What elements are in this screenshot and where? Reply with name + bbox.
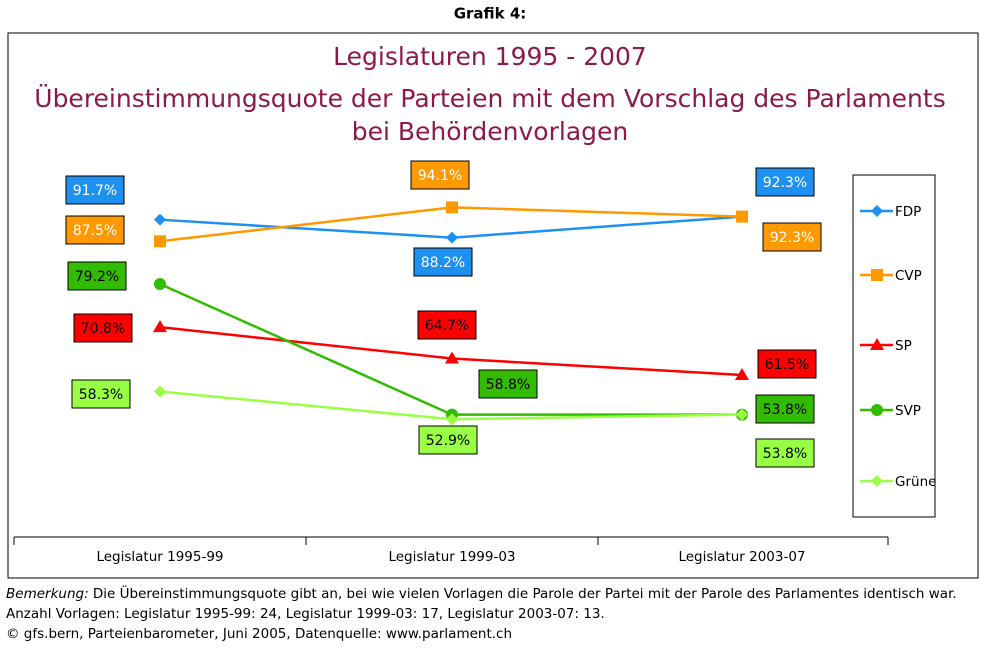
x-tick-label: Legislatur 2003-07 (678, 549, 805, 565)
data-label: 58.3% (79, 387, 123, 403)
chart-frame (7, 32, 979, 579)
legend-marker (871, 205, 883, 217)
data-label: 58.8% (486, 377, 530, 393)
series-line (159, 282, 742, 416)
data-label-box (410, 160, 470, 190)
point (154, 277, 166, 290)
point (735, 368, 749, 380)
legend-label: CVP (895, 268, 922, 284)
legend-marker (871, 475, 883, 487)
data-label: 70.8% (81, 321, 125, 337)
x-tick-label: Legislatur 1999-03 (388, 549, 515, 565)
data-label-box (755, 394, 815, 424)
note-label: Bemerkung: (6, 586, 89, 602)
data-label-box (67, 261, 127, 291)
chart: Grafik 4: Legislaturen 1995 - 2007 Übere… (7, 5, 979, 579)
chart-title: Übereinstimmungsquote der Parteien mit d… (34, 84, 945, 113)
point (154, 213, 166, 226)
data-label: 53.8% (763, 402, 807, 418)
data-label-box (413, 247, 473, 277)
legend-marker (870, 338, 884, 350)
header: Grafik 4: (454, 5, 527, 23)
data-label-box (65, 215, 125, 245)
legend-label: Grüne (895, 474, 936, 490)
data-label: 61.5% (765, 357, 809, 373)
data-label: 64.7% (425, 318, 469, 334)
data-label-box (757, 349, 817, 379)
point (736, 210, 748, 223)
legend-marker (871, 269, 883, 281)
footer: Bemerkung: Die Übereinstimmungsquote gib… (6, 584, 978, 644)
data-label: 87.5% (73, 223, 117, 239)
data-label: 88.2% (421, 255, 465, 271)
chart-title: bei Behördenvorlagen (352, 117, 628, 146)
legend-label: SVP (895, 403, 921, 419)
data-label: 53.8% (763, 446, 807, 462)
data-label-box (418, 425, 478, 455)
point (446, 201, 458, 214)
point (446, 413, 458, 426)
data-label-box (73, 313, 133, 343)
data-label-box (762, 222, 822, 252)
data-label-box (65, 175, 125, 205)
count: Anzahl Vorlagen: Legislatur 1995-99: 24,… (6, 606, 605, 622)
data-label: 52.9% (426, 433, 470, 449)
source: © gfs.bern, Parteienbarometer, Juni 2005… (6, 626, 513, 642)
point (153, 320, 167, 333)
point (154, 385, 166, 398)
data-label: 92.3% (770, 230, 814, 246)
x-tick-label: Legislatur 1995-99 (96, 549, 223, 565)
data-label-box (417, 310, 477, 340)
data-label-box (478, 369, 538, 399)
data-label-box (71, 379, 131, 409)
chart-title: Legislaturen 1995 - 2007 (333, 42, 647, 71)
point (154, 235, 166, 248)
note-text: Die Übereinstimmungsquote gibt an, bei w… (88, 586, 957, 602)
legend-marker (871, 404, 883, 416)
data-label-box (755, 167, 815, 197)
data-label: 92.3% (763, 175, 807, 191)
note: Bemerkung: Die Übereinstimmungsquote gib… (6, 584, 978, 604)
point (445, 351, 459, 364)
data-label: 79.2% (75, 269, 119, 285)
legend-label: SP (895, 338, 912, 354)
legend-label: FDP (895, 204, 921, 220)
data-label-box (755, 438, 815, 468)
data-label: 91.7% (73, 183, 117, 199)
point (446, 231, 458, 244)
data-label: 94.1% (418, 168, 462, 184)
point (736, 408, 748, 421)
